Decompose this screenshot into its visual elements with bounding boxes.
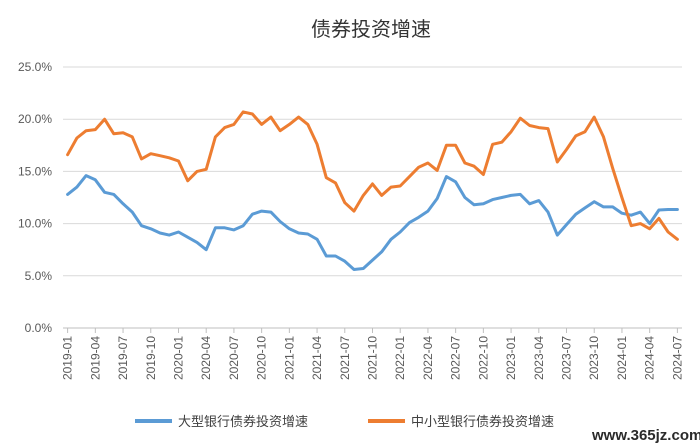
watermark-text: www.365jz.com xyxy=(591,427,700,444)
watermark: www.365jz.com xyxy=(588,422,700,447)
chart-title: 债券投资增速 xyxy=(311,17,431,41)
x-tick-label: 2022-04 xyxy=(421,336,435,380)
x-tick-label: 2021-04 xyxy=(310,336,324,380)
watermark-background xyxy=(588,422,700,447)
gridlines xyxy=(63,66,682,333)
x-tick-label: 2022-01 xyxy=(393,336,407,380)
series-lines xyxy=(66,110,679,271)
y-tick-label: 0.0% xyxy=(25,321,53,335)
x-tick-label: 2020-01 xyxy=(171,336,185,380)
x-tick-label: 2019-04 xyxy=(88,336,102,380)
y-tick-label: 20.0% xyxy=(18,112,52,126)
x-tick-label: 2022-10 xyxy=(476,336,490,380)
x-tick-label: 2020-10 xyxy=(255,336,269,380)
x-tick-label: 2019-01 xyxy=(61,336,75,380)
x-tick-label: 2020-07 xyxy=(227,336,241,380)
series-line-large-banks xyxy=(66,174,679,271)
legend: 大型银行债券投资增速 中小型银行债券投资增速 xyxy=(135,414,554,430)
x-tick-label: 2023-10 xyxy=(587,336,601,380)
legend-label-small-medium-banks: 中小型银行债券投资增速 xyxy=(411,414,554,430)
x-tick-label: 2024-07 xyxy=(670,336,684,380)
y-tick-label: 5.0% xyxy=(25,269,53,283)
x-tick-label: 2023-07 xyxy=(560,336,574,380)
x-tick-label: 2019-07 xyxy=(116,336,130,380)
x-tick-label: 2021-01 xyxy=(282,336,296,380)
x-tick-label: 2024-04 xyxy=(643,336,657,380)
x-tick-label: 2023-01 xyxy=(504,336,518,380)
x-tick-label: 2019-10 xyxy=(144,336,158,380)
legend-label-large-banks: 大型银行债券投资增速 xyxy=(178,414,308,430)
y-tick-label: 10.0% xyxy=(18,217,52,231)
x-tick-label: 2021-10 xyxy=(366,336,380,380)
series-line-small-medium-banks xyxy=(66,110,679,241)
x-axis-tick-labels: 2019-01 2019-04 2019-07 2019-10 2020-01 2020-… xyxy=(61,336,685,380)
x-tick-label: 2020-04 xyxy=(199,336,213,380)
y-tick-label: 15.0% xyxy=(18,164,52,178)
x-tick-label: 2021-07 xyxy=(338,336,352,380)
x-tick-label: 2023-04 xyxy=(532,336,546,380)
x-tick-label: 2024-01 xyxy=(615,336,629,380)
y-axis-tick-labels: 0.0% 5.0% 10.0% 15.0% 20.0% 25.0% xyxy=(18,60,52,335)
y-tick-label: 25.0% xyxy=(18,60,52,74)
x-tick-label: 2022-07 xyxy=(449,336,463,380)
